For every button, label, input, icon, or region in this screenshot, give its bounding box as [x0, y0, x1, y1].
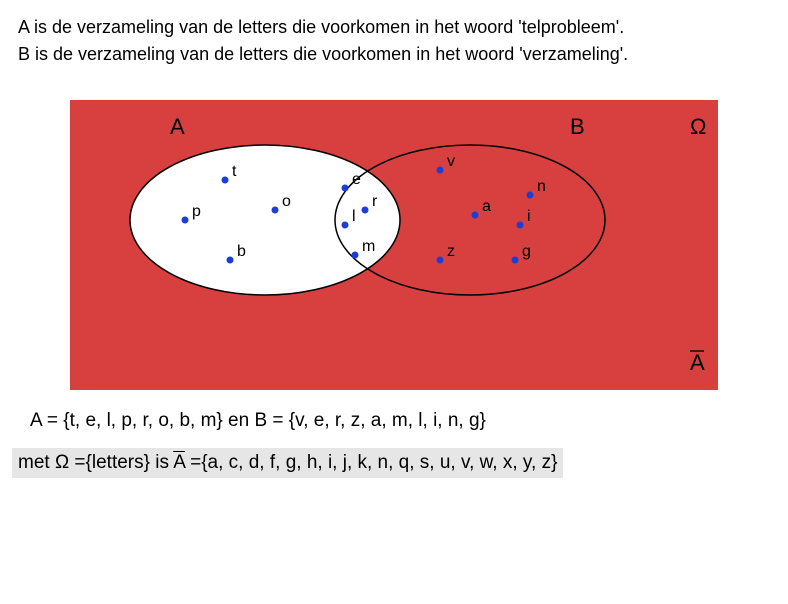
- point-dot: [437, 257, 444, 264]
- point-label: n: [537, 178, 546, 195]
- svg-text:A: A: [690, 350, 705, 375]
- label-a: A: [170, 114, 185, 139]
- label-a-complement: A: [690, 350, 705, 375]
- point-label: t: [232, 163, 237, 180]
- point-label: l: [352, 208, 356, 225]
- point-label: z: [447, 243, 455, 260]
- venn-diagram: A B Ω At p o b erlm v a ni z g: [70, 100, 718, 390]
- point-dot: [222, 177, 229, 184]
- set-definitions: A = {t, e, l, p, r, o, b, m} en B = {v, …: [30, 410, 486, 432]
- complement-definition: met Ω ={letters} is A ={a, c, d, f, g, h…: [12, 448, 563, 478]
- point-dot: [182, 217, 189, 224]
- point-dot: [352, 252, 359, 259]
- point-dot: [437, 167, 444, 174]
- point-label: m: [362, 238, 375, 255]
- point-dot: [362, 207, 369, 214]
- venn-svg: A B Ω At p o b erlm v a ni z g: [70, 100, 718, 390]
- point-label: g: [522, 243, 531, 260]
- point-dot: [272, 207, 279, 214]
- point-label: o: [282, 193, 291, 210]
- point-label: r: [372, 193, 378, 210]
- point-label: a: [482, 198, 491, 215]
- point-label: p: [192, 203, 201, 220]
- complement-prefix: met Ω ={letters} is: [18, 452, 173, 473]
- point-label: b: [237, 243, 246, 260]
- point-label: e: [352, 171, 361, 188]
- intro-text: A is de verzameling van de letters die v…: [18, 14, 628, 68]
- complement-abar: A: [173, 452, 185, 473]
- point-label: i: [527, 208, 531, 225]
- point-dot: [512, 257, 519, 264]
- set-a-ellipse: [130, 145, 400, 295]
- complement-suffix: ={a, c, d, f, g, h, i, j, k, n, q, s, u,…: [185, 452, 558, 473]
- point-dot: [472, 212, 479, 219]
- point-dot: [342, 185, 349, 192]
- label-omega: Ω: [690, 114, 706, 139]
- point-dot: [527, 192, 534, 199]
- point-label: v: [447, 153, 455, 170]
- point-dot: [342, 222, 349, 229]
- point-dot: [227, 257, 234, 264]
- point-dot: [517, 222, 524, 229]
- label-b: B: [570, 114, 585, 139]
- intro-line1: A is de verzameling van de letters die v…: [18, 14, 628, 41]
- intro-line2: B is de verzameling van de letters die v…: [18, 41, 628, 68]
